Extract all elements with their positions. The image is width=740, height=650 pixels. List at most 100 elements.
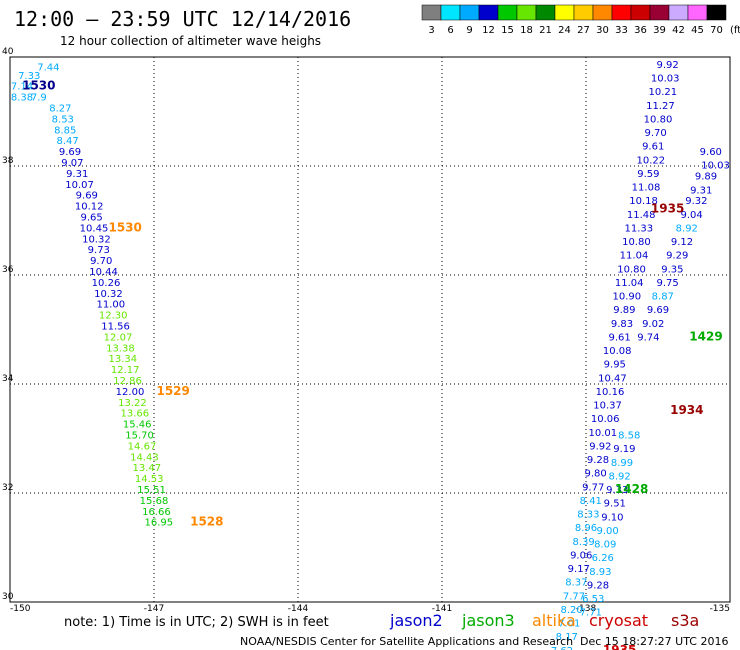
y-tick-label: 40 (2, 47, 14, 57)
wave-height-label: 9.02 (642, 319, 664, 330)
wave-height-label: 9.69 (647, 305, 669, 316)
chart-title: 12:00 – 23:59 UTC 12/14/2016 (14, 7, 351, 31)
wave-height-label: 7.44 (37, 63, 59, 74)
colorbar-swatch (668, 4, 689, 21)
wave-height-label: 10.22 (636, 155, 665, 166)
wave-height-label: 8.17 (556, 632, 578, 643)
y-tick-label: 38 (2, 156, 14, 166)
wave-height-label: 9.69 (76, 191, 98, 202)
wave-height-label: 14.67 (128, 441, 157, 452)
wave-height-label: 11.08 (632, 183, 661, 194)
wave-height-label: 10.03 (701, 161, 730, 172)
wave-height-label: 10.80 (617, 264, 646, 275)
legend-altika: altika (532, 611, 576, 630)
wave-height-label: 10.90 (612, 292, 641, 303)
wave-height-label: 8.96 (575, 523, 597, 534)
wave-height-label: 9.04 (680, 210, 702, 221)
colorbar-swatch (478, 4, 499, 21)
wave-height-label: 7.77 (563, 591, 585, 602)
wave-height-label: 9.10 (601, 512, 623, 523)
wave-height-label: 9.95 (604, 360, 626, 371)
wave-height-label: 10.12 (75, 202, 104, 213)
wave-height-label: 7.14 (11, 82, 33, 93)
colorbar-swatch (421, 4, 442, 21)
wave-height-label: 10.37 (593, 401, 622, 412)
wave-height-label: 10.80 (622, 237, 651, 248)
wave-height-label: 9.29 (666, 251, 688, 262)
colorbar-swatch (611, 4, 632, 21)
wave-height-label: 6.53 (582, 594, 604, 605)
colorbar-label: 21 (539, 25, 552, 36)
wave-height-label: 9.69 (59, 147, 81, 158)
colorbar-label: 42 (672, 25, 685, 36)
colorbar-swatch (592, 4, 613, 21)
wave-height-label: 10.03 (651, 74, 680, 85)
pass-time-label: 1530 (108, 220, 141, 234)
wave-height-label: 11.56 (101, 322, 130, 333)
wave-height-label: 8.33 (577, 510, 599, 521)
pass-time-label: 1528 (190, 515, 223, 529)
wave-height-label: 16.66 (142, 507, 171, 518)
wave-height-label: 13.34 (108, 354, 137, 365)
wave-height-label: 10.80 (644, 114, 673, 125)
colorbar-swatch (516, 4, 537, 21)
wave-height-label: 9.73 (88, 245, 110, 256)
wave-height-label: 9.80 (584, 469, 606, 480)
wave-height-label: 10.47 (598, 373, 627, 384)
pass-time-label: 1935 (603, 643, 636, 650)
wave-height-label: 7.71 (580, 608, 602, 619)
wave-height-label: 8.09 (594, 540, 616, 551)
footer-date: Dec 15 18:27:27 UTC 2016 (580, 635, 728, 648)
wave-height-label: 9.65 (80, 213, 102, 224)
wave-height-label: 12.00 (116, 387, 145, 398)
wave-height-label: 10.21 (648, 87, 677, 98)
y-tick-label: 32 (2, 483, 13, 493)
colorbar-swatch (497, 4, 518, 21)
wave-height-label: 9.06 (570, 550, 592, 561)
wave-height-label: 9.00 (596, 526, 618, 537)
y-tick-label: 30 (2, 592, 14, 602)
colorbar-swatch (706, 4, 727, 21)
wave-height-label: 10.32 (94, 289, 123, 300)
wave-height-label: 8.93 (589, 567, 611, 578)
colorbar-label: 24 (558, 25, 571, 36)
pass-time-label: 1428 (615, 482, 648, 496)
wave-height-label: 10.07 (65, 180, 94, 191)
x-tick-label: -147 (144, 604, 164, 614)
colorbar-swatch (440, 4, 461, 21)
wave-height-label: 12.30 (99, 311, 128, 322)
colorbar-unit: (ft) (730, 25, 740, 36)
wave-height-label: 9.51 (604, 499, 626, 510)
wave-height-label: 12.17 (111, 365, 140, 376)
wave-height-label: 11.48 (627, 210, 656, 221)
colorbar-swatch (630, 4, 651, 21)
wave-height-label: 15.51 (137, 485, 166, 496)
legend-s3a: s3a (671, 611, 699, 630)
wave-height-label: 8.41 (580, 496, 602, 507)
y-tick-label: 36 (2, 265, 14, 275)
x-tick-label: -141 (432, 604, 452, 614)
wave-height-label: 9.61 (608, 332, 630, 343)
wave-height-label: 15.70 (125, 431, 154, 442)
y-tick-label: 34 (2, 374, 14, 384)
grid-lines (10, 57, 730, 602)
colorbar-swatch (649, 4, 670, 21)
colorbar-label: 9 (466, 25, 472, 36)
wave-height-label: 9.83 (611, 319, 633, 330)
wave-height-label: 13.38 (106, 343, 135, 354)
wave-height-label: 9.70 (90, 256, 112, 267)
colorbar-label: 33 (615, 25, 628, 36)
wave-height-label: 11.27 (646, 101, 675, 112)
wave-height-label: 9.75 (656, 278, 678, 289)
axis-ticks: -150 -147 -144 -141 -138 -135 30 32 34 36 38 40 (2, 47, 730, 614)
wave-height-label: 8.85 (54, 125, 76, 136)
chart-subtitle: 12 hour collection of altimeter wave hei… (60, 34, 321, 48)
wave-height-label: 14.43 (130, 452, 159, 463)
wave-height-label: 8.38 (11, 93, 33, 104)
wave-height-label: 9.19 (613, 444, 635, 455)
wave-height-label: 8.99 (611, 458, 633, 469)
colorbar-label: 30 (596, 25, 609, 36)
colorbar-label: 70 (710, 25, 723, 36)
legend-jason3: jason3 (461, 611, 515, 630)
wave-height-label: 10.32 (82, 234, 111, 245)
